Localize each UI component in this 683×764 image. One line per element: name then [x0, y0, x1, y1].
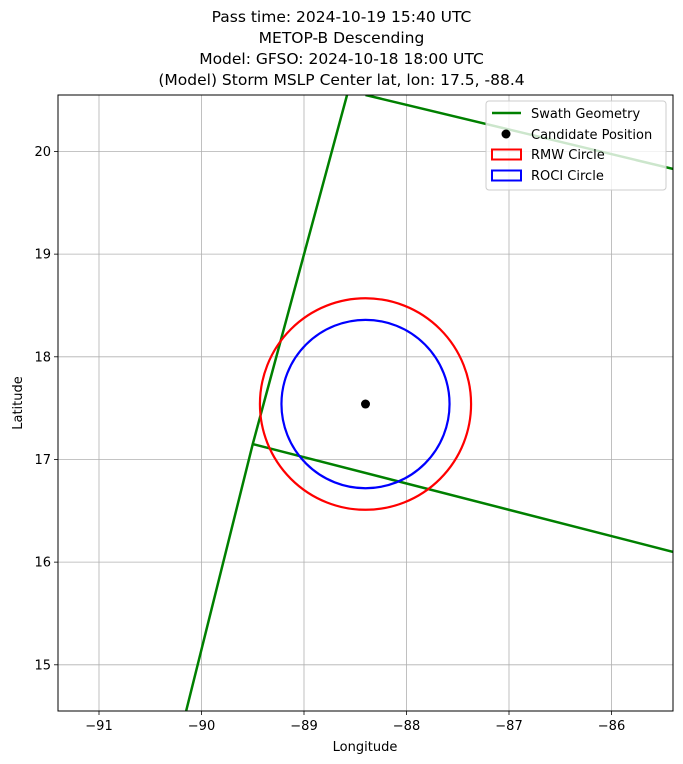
legend-label-roci-circle: ROCI Circle — [531, 169, 604, 184]
plot-frame — [57, 94, 674, 712]
x-tick-label: −89 — [290, 719, 317, 734]
legend-label-swath-geometry: Swath Geometry — [531, 107, 640, 122]
x-tick-label: −91 — [85, 719, 112, 734]
y-tick-label: 17 — [34, 453, 51, 468]
y-axis-label: Latitude — [11, 376, 26, 430]
x-tick-label: −86 — [598, 719, 625, 734]
legend-box — [485, 100, 667, 191]
x-axis-label: Longitude — [333, 740, 398, 755]
roci-circle — [280, 318, 451, 490]
rmw-circle — [258, 297, 473, 511]
legend-swatch-rmw-circle — [491, 148, 522, 161]
x-tick-label: −90 — [188, 719, 215, 734]
ticks: −91 −90 −89 −88 −87 −86 15 16 17 18 19 20 — [34, 145, 625, 734]
y-tick-label: 15 — [34, 658, 51, 673]
candidate-position-marker — [361, 399, 370, 409]
y-tick-label: 20 — [34, 145, 51, 160]
chart-title-line-3: Model: GFSO: 2024-10-18 18:00 UTC — [199, 50, 484, 68]
legend-label-rmw-circle: RMW Circle — [531, 148, 605, 163]
chart-title-line-2: METOP-B Descending — [258, 29, 425, 47]
legend-swatch-roci-circle — [491, 169, 522, 182]
swath-geometry-line — [184, 95, 349, 711]
x-tick-label: −87 — [495, 719, 522, 734]
chart-title-line-1: Pass time: 2024-10-19 15:40 UTC — [211, 8, 472, 26]
y-tick-label: 18 — [34, 350, 51, 365]
chart-title-line-4: (Model) Storm MSLP Center lat, lon: 17.5… — [158, 71, 525, 89]
legend-swatch-candidate-position — [501, 129, 511, 139]
legend: Swath Geometry Candidate Position RMW Ci… — [485, 100, 667, 191]
y-tick-label: 16 — [34, 556, 51, 571]
y-tick-label: 19 — [34, 248, 51, 263]
x-tick-label: −88 — [393, 719, 420, 734]
swath-geometry-line — [252, 442, 673, 554]
legend-label-candidate-position: Candidate Position — [531, 128, 652, 143]
grid — [58, 95, 673, 711]
